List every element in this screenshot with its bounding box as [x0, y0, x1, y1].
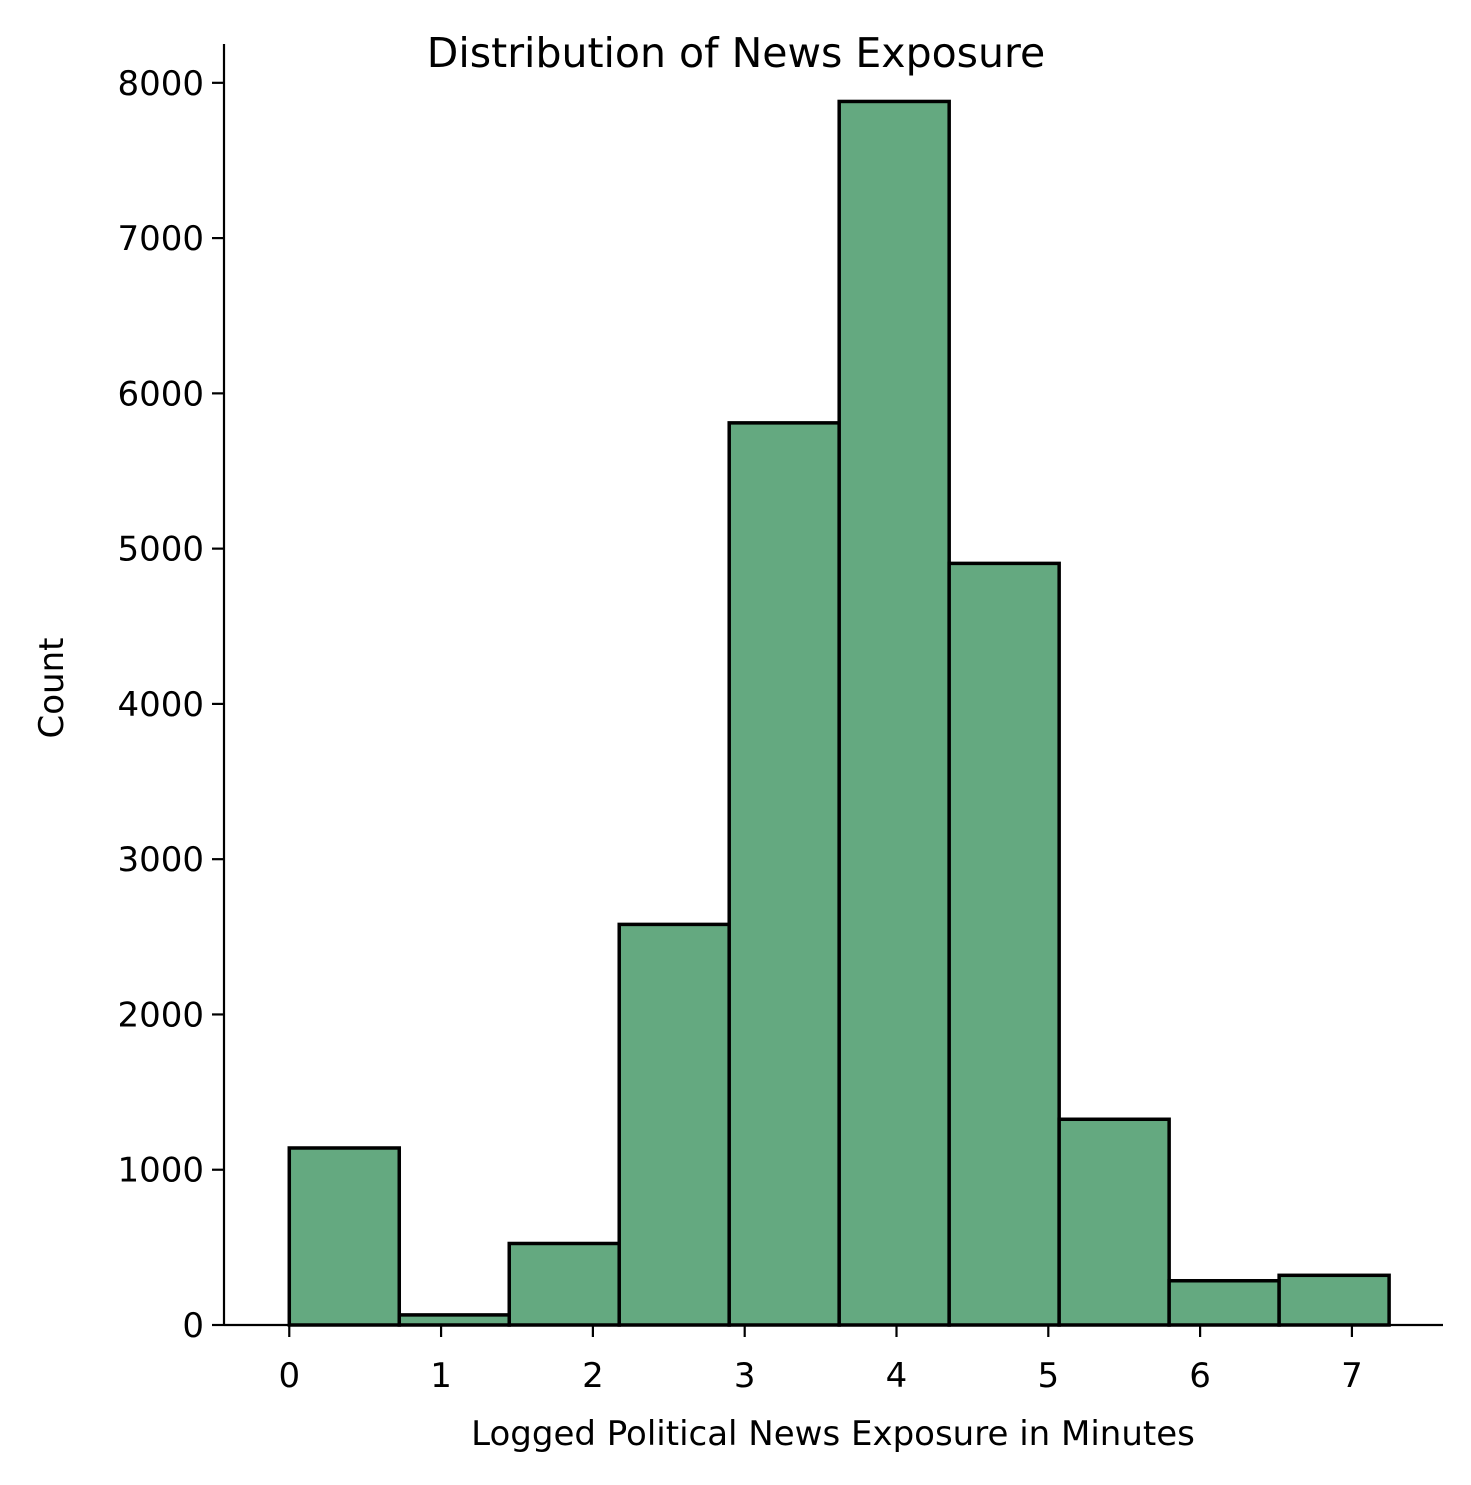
x-tick-label: 6 — [1189, 1356, 1211, 1396]
bars-layer — [287, 99, 1391, 1327]
histogram-bar — [507, 1241, 621, 1327]
x-tick-label: 1 — [430, 1356, 452, 1396]
x-axis-ticks: 0 1 2 3 4 5 6 7 — [278, 1325, 1363, 1396]
x-tick-label: 2 — [582, 1356, 604, 1396]
histogram-bar — [617, 922, 731, 1327]
y-tick-label: 4000 — [117, 685, 204, 725]
x-tick-label: 3 — [734, 1356, 756, 1396]
histogram-bar — [1057, 1117, 1171, 1327]
y-tick-label: 3000 — [117, 840, 204, 880]
x-axis-title: Logged Political News Exposure in Minute… — [471, 1414, 1195, 1454]
histogram-bar — [1167, 1278, 1281, 1327]
chart-title: Distribution of News Exposure — [427, 29, 1045, 77]
y-axis-ticks: 0 1000 2000 3000 4000 5000 6000 7000 8000 — [117, 64, 224, 1346]
y-axis-title: Count — [32, 638, 72, 739]
y-tick-label: 0 — [182, 1306, 204, 1346]
histogram-bar — [727, 421, 841, 1327]
y-tick-label: 8000 — [117, 64, 204, 104]
y-tick-label: 1000 — [117, 1151, 204, 1191]
y-tick-label: 7000 — [117, 219, 204, 259]
x-tick-label: 5 — [1037, 1356, 1059, 1396]
histogram-bar — [1277, 1273, 1391, 1327]
histogram-bar — [947, 561, 1061, 1327]
histogram-bar — [287, 1146, 402, 1327]
histogram-bar — [397, 1313, 511, 1327]
x-tick-label: 4 — [886, 1356, 908, 1396]
x-tick-label: 7 — [1341, 1356, 1363, 1396]
y-tick-label: 6000 — [117, 374, 204, 414]
histogram-bar — [837, 99, 951, 1327]
y-tick-label: 2000 — [117, 995, 204, 1035]
x-tick-label: 0 — [278, 1356, 300, 1396]
y-tick-label: 5000 — [117, 530, 204, 570]
